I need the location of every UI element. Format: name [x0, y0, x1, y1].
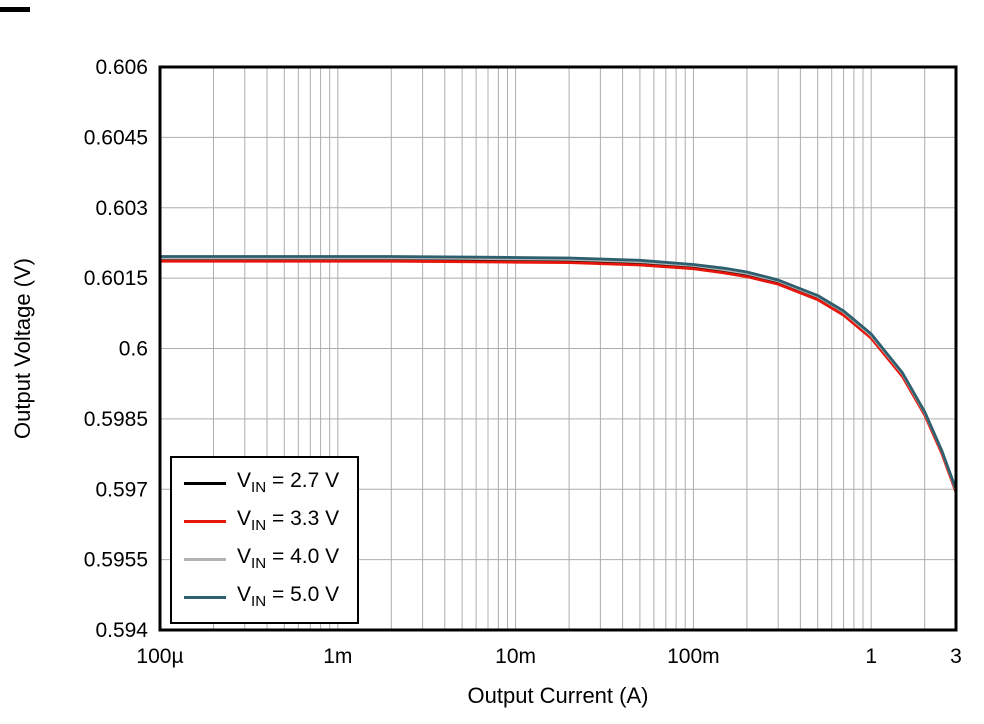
legend-item: VIN = 4.0 V [184, 540, 339, 578]
legend-label: VIN = 5.0 V [237, 583, 340, 611]
x-tick-label: 1m [323, 645, 352, 668]
x-tick-label: 3 [950, 645, 962, 668]
y-tick-label: 0.606 [95, 56, 148, 79]
y-tick-label: 0.6045 [84, 126, 148, 149]
x-axis-title: Output Current (A) [468, 683, 649, 708]
legend-line-swatch [184, 595, 226, 599]
legend-line-swatch [184, 519, 226, 523]
legend-label: VIN = 2.7 V [237, 469, 340, 497]
legend-item: VIN = 2.7 V [184, 464, 339, 502]
x-tick-label: 10m [495, 645, 536, 668]
legend-item: VIN = 5.0 V [184, 578, 339, 616]
y-axis-title: Output Voltage (V) [10, 258, 35, 439]
x-tick-label: 100m [667, 645, 720, 668]
series-line-1 [158, 259, 958, 494]
y-tick-label: 0.603 [95, 197, 148, 220]
legend-label: VIN = 3.3 V [237, 507, 340, 535]
crop-artifact-mark [0, 7, 30, 12]
legend-line-swatch [184, 481, 226, 485]
y-tick-label: 0.597 [95, 478, 148, 501]
legend-line-swatch [184, 557, 226, 561]
legend-label: VIN = 4.0 V [237, 545, 340, 573]
legend: VIN = 2.7 V VIN = 3.3 V VIN = 4.0 V VIN = 5… [170, 456, 360, 624]
y-tick-label: 0.5955 [84, 549, 148, 572]
series-line-3 [158, 255, 958, 491]
y-tick-label: 0.6015 [84, 267, 148, 290]
plot-frame [158, 65, 958, 632]
legend-item: VIN = 3.3 V [184, 502, 339, 540]
y-tick-label: 0.6 [119, 338, 148, 361]
x-tick-label: 100µ [136, 645, 183, 668]
y-tick-label: 0.594 [95, 619, 148, 642]
x-tick-label: 1 [865, 645, 877, 668]
y-tick-label: 0.5985 [84, 408, 148, 431]
